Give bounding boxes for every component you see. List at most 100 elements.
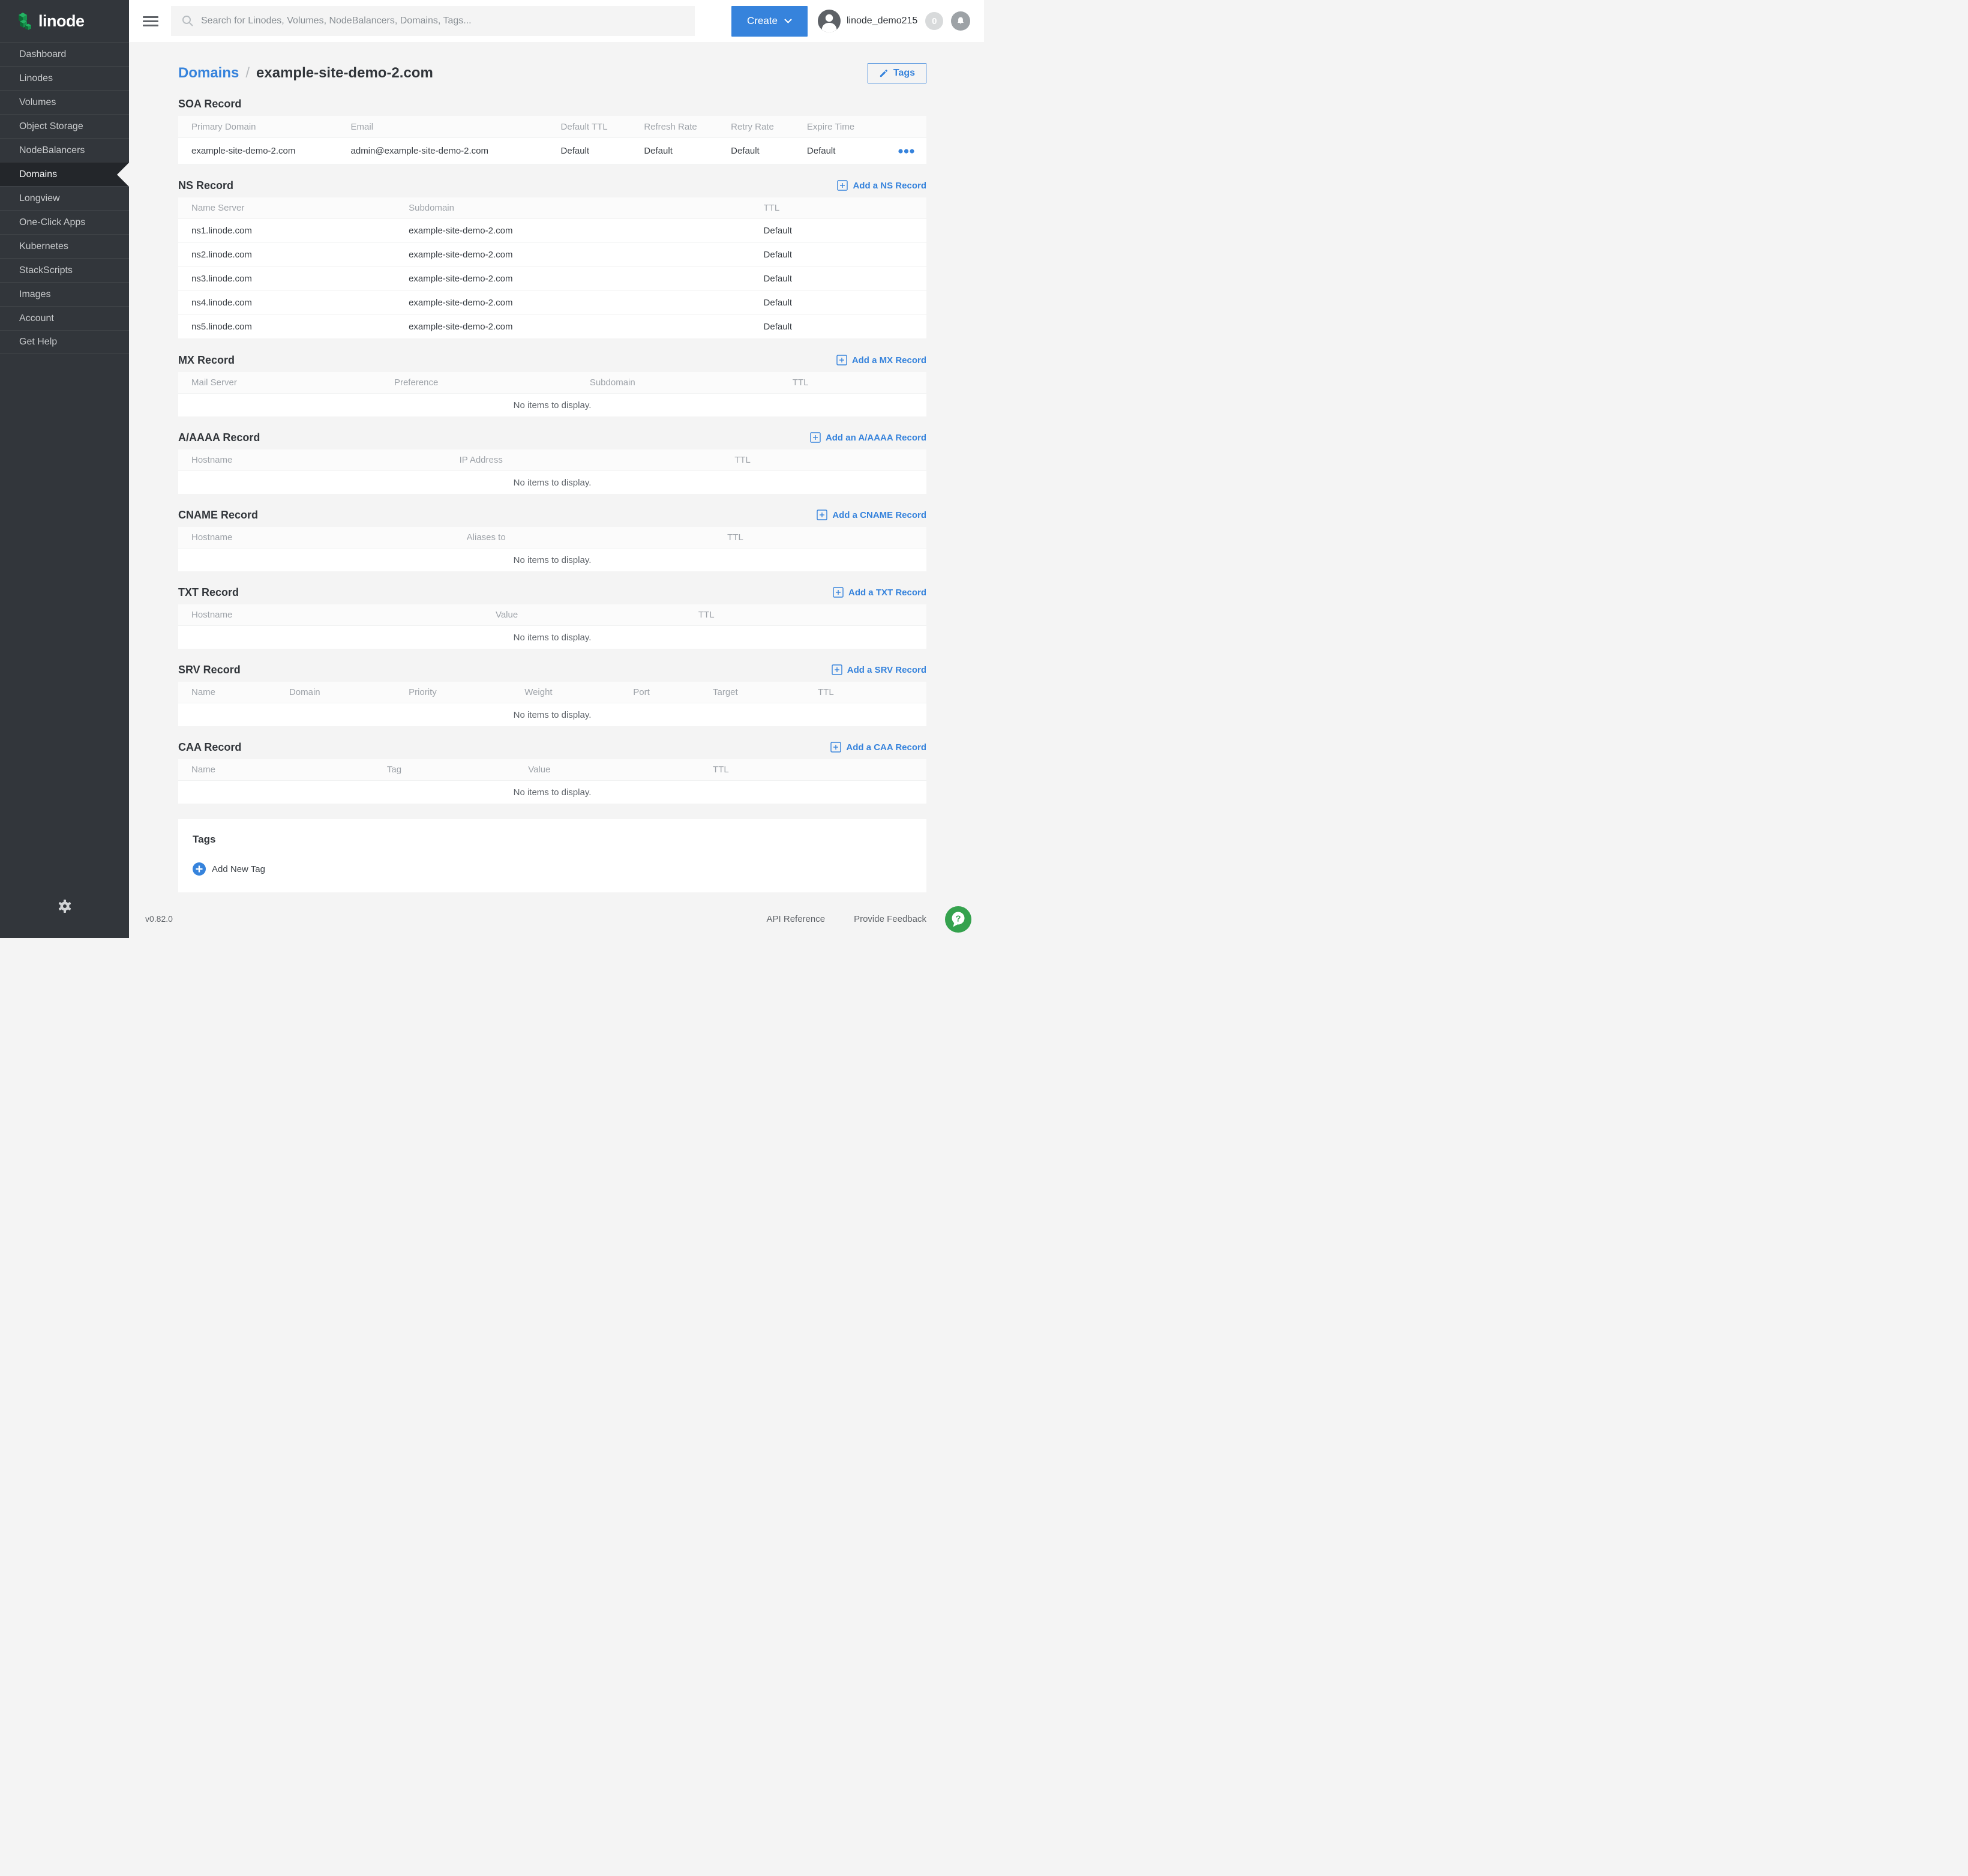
breadcrumb-separator: / <box>245 65 250 81</box>
empty-state-text: No items to display. <box>178 626 926 649</box>
soa-record-table: Primary Domain Email Default TTL Refresh Ra… <box>178 116 926 164</box>
edit-tags-button[interactable]: Tags <box>867 63 926 83</box>
sidebar-item-stackscripts[interactable]: StackScripts <box>0 258 129 282</box>
sidebar-item-kubernetes[interactable]: Kubernetes <box>0 234 129 258</box>
record-sections: SOA Record Primary Domain Email Default TTL… <box>178 96 926 804</box>
table-cell: Default <box>763 322 793 332</box>
menu-toggle-button[interactable] <box>139 13 162 30</box>
add-record-link-label: Add a NS Record <box>853 180 926 191</box>
topbar: Create linode_demo215 0 <box>129 0 984 42</box>
column-header: Target <box>713 687 738 697</box>
global-search <box>171 6 695 36</box>
linode-logo[interactable]: linode <box>0 0 129 42</box>
caa-record-table: Name Tag Value TTL No items to display. <box>178 759 926 804</box>
table-cell: Default <box>731 146 760 156</box>
sidebar-item-images[interactable]: Images <box>0 282 129 306</box>
table-cell: ns2.linode.com <box>191 250 252 260</box>
breadcrumb-domains-link[interactable]: Domains <box>178 65 239 81</box>
add-cname-record-link[interactable]: Add a CNAME Record <box>817 510 926 520</box>
linode-logo-icon <box>17 11 33 31</box>
table-cell: ns4.linode.com <box>191 298 252 308</box>
column-header: TTL <box>818 687 834 697</box>
sidebar-item-object-storage[interactable]: Object Storage <box>0 114 129 138</box>
sidebar-item-one-click-apps[interactable]: One-Click Apps <box>0 210 129 234</box>
column-header: Email <box>350 121 374 132</box>
page-title: example-site-demo-2.com <box>256 65 433 81</box>
column-header: Retry Rate <box>731 121 774 132</box>
mx-record-table: Mail Server Preference Subdomain TTL No item… <box>178 372 926 416</box>
sidebar-item-nodebalancers[interactable]: NodeBalancers <box>0 138 129 162</box>
section-title: SOA Record <box>178 97 242 110</box>
column-header: Value <box>528 765 551 775</box>
table-cell: example-site-demo-2.com <box>409 298 513 308</box>
create-button-label: Create <box>746 15 778 26</box>
column-header: Subdomain <box>589 377 635 388</box>
table-cell: Default <box>763 250 793 260</box>
search-input[interactable] <box>201 16 695 26</box>
user-avatar[interactable] <box>818 10 841 32</box>
soa-record-row: example-site-demo-2.com admin@example-sit… <box>178 138 926 164</box>
column-header: Name Server <box>191 203 245 213</box>
column-header: Aliases to <box>466 532 506 543</box>
help-feedback-button[interactable]: ? <box>945 906 971 933</box>
column-header: TTL <box>734 455 751 465</box>
chevron-down-icon <box>784 19 792 23</box>
add-caa-record-link[interactable]: Add a CAA Record <box>830 742 926 753</box>
footer-link-provide-feedback[interactable]: Provide Feedback <box>854 913 926 924</box>
sidebar-item-dashboard[interactable]: Dashboard <box>0 42 129 66</box>
cname-record-table: Hostname Aliases to TTL No items to display… <box>178 527 926 571</box>
srv-record-table: Name Domain Priority Weight Port Target TTL No … <box>178 682 926 726</box>
table-header-row: Primary Domain Email Default TTL Refresh Ra… <box>178 116 926 138</box>
section-title: CAA Record <box>178 741 242 753</box>
footer: v0.82.0 API Reference Provide Feedback <box>129 900 984 938</box>
column-header: Mail Server <box>191 377 237 388</box>
sidebar-settings-button[interactable] <box>0 898 129 914</box>
ns-record-row: ns2.linode.com example-site-demo-2.com Def… <box>178 243 926 267</box>
add-ns-record-link[interactable]: Add a NS Record <box>837 180 926 191</box>
add-aaaa-record-link[interactable]: Add an A/AAAA Record <box>810 432 926 443</box>
table-cell: example-site-demo-2.com <box>409 226 513 236</box>
gear-icon <box>57 898 73 914</box>
notifications-button[interactable] <box>951 11 971 31</box>
add-srv-record-link[interactable]: Add a SRV Record <box>832 664 926 675</box>
column-header: Expire Time <box>806 121 855 132</box>
add-new-tag-button[interactable]: Add New Tag <box>193 862 265 876</box>
column-header: TTL <box>727 532 743 543</box>
table-cell: example-site-demo-2.com <box>409 322 513 332</box>
sidebar-item-domains[interactable]: Domains <box>0 162 129 186</box>
row-actions-menu-button[interactable] <box>896 146 917 156</box>
sidebar-item-account[interactable]: Account <box>0 306 129 330</box>
sidebar-item-longview[interactable]: Longview <box>0 186 129 210</box>
column-header: Hostname <box>191 532 233 543</box>
svg-text:?: ? <box>955 914 961 924</box>
sidebar-item-get-help[interactable]: Get Help <box>0 330 129 354</box>
tags-panel: Tags Add New Tag <box>178 819 926 892</box>
table-cell: ns1.linode.com <box>191 226 252 236</box>
column-header: Default TTL <box>560 121 608 132</box>
footer-link-api-reference[interactable]: API Reference <box>766 913 826 924</box>
add-mx-record-link[interactable]: Add a MX Record <box>836 355 926 365</box>
column-header: Name <box>191 765 216 775</box>
sidebar-item-label: Images <box>19 289 51 299</box>
column-header: Tag <box>386 765 402 775</box>
sidebar-item-volumes[interactable]: Volumes <box>0 90 129 114</box>
create-button[interactable]: Create <box>731 5 808 37</box>
add-record-link-label: Add a MX Record <box>851 355 926 365</box>
username[interactable]: linode_demo215 <box>847 16 918 26</box>
column-header: TTL <box>713 765 729 775</box>
empty-state-text: No items to display. <box>178 703 926 726</box>
column-header: Weight <box>524 687 553 697</box>
column-header: Preference <box>394 377 439 388</box>
ns-record-table: Name Server Subdomain TTL ns1.linode.com exa… <box>178 197 926 339</box>
column-header: Hostname <box>191 455 233 465</box>
table-cell: Default <box>560 146 590 156</box>
record-section-srv: SRV Record Add a SRV Record Name Domain Pri… <box>178 662 926 726</box>
add-txt-record-link[interactable]: Add a TXT Record <box>833 587 926 598</box>
page-header: Domains / example-site-demo-2.com Tags <box>178 62 926 84</box>
column-header: IP Address <box>459 455 503 465</box>
table-cell: admin@example-site-demo-2.com <box>350 146 489 156</box>
empty-state-text: No items to display. <box>178 549 926 571</box>
sidebar-item-linodes[interactable]: Linodes <box>0 66 129 90</box>
table-header-row: Name Tag Value TTL <box>178 759 926 781</box>
add-record-link-label: Add an A/AAAA Record <box>825 432 926 443</box>
